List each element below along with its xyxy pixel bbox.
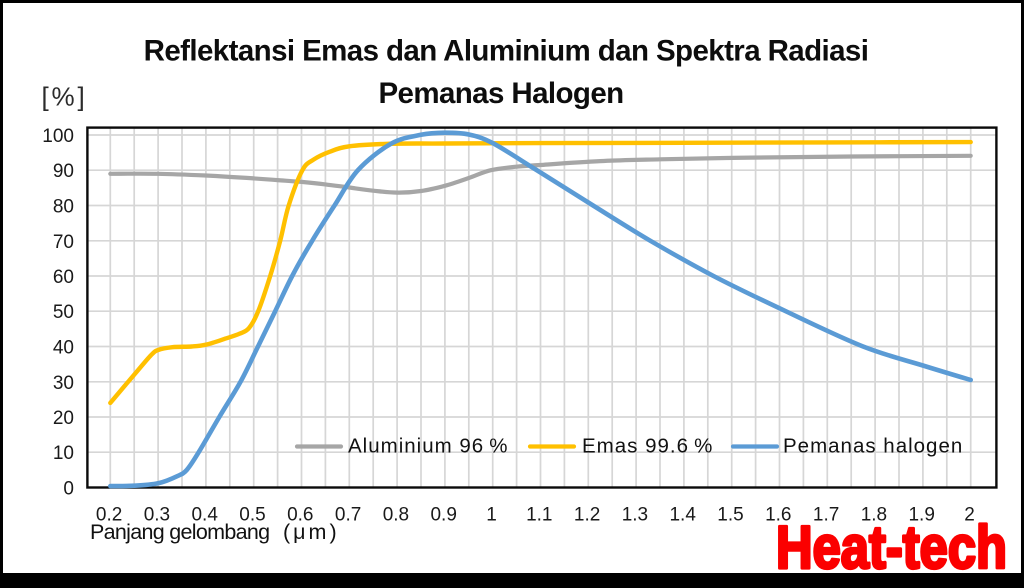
svg-text:1: 1 — [486, 505, 497, 526]
svg-text:Emas 99.6 %: Emas 99.6 % — [582, 435, 713, 458]
svg-text:0: 0 — [63, 479, 74, 500]
svg-text:60: 60 — [53, 267, 74, 288]
svg-text:100: 100 — [42, 126, 74, 147]
svg-text:0.7: 0.7 — [335, 505, 361, 526]
svg-text:1.1: 1.1 — [526, 505, 552, 526]
svg-text:80: 80 — [53, 197, 74, 218]
svg-text:0.4: 0.4 — [191, 505, 218, 526]
svg-text:0.3: 0.3 — [144, 505, 170, 526]
svg-text:90: 90 — [53, 161, 74, 182]
svg-text:1.5: 1.5 — [717, 505, 743, 526]
svg-text:0.5: 0.5 — [239, 505, 265, 526]
svg-text:10: 10 — [53, 443, 74, 464]
svg-text:50: 50 — [53, 302, 74, 323]
svg-text:0.9: 0.9 — [430, 505, 456, 526]
svg-text:Panjang gelombang: Panjang gelombang — [90, 520, 269, 544]
svg-text:1.9: 1.9 — [908, 505, 934, 526]
svg-text:1.3: 1.3 — [622, 505, 648, 526]
svg-text:(μm): (μm) — [283, 520, 340, 544]
svg-text:1.4: 1.4 — [669, 505, 696, 526]
svg-text:1.7: 1.7 — [813, 505, 839, 526]
svg-text:1.8: 1.8 — [861, 505, 887, 526]
svg-text:[%]: [%] — [42, 82, 88, 112]
svg-text:20: 20 — [53, 408, 74, 429]
svg-text:0.8: 0.8 — [383, 505, 409, 526]
svg-text:0.2: 0.2 — [96, 505, 122, 526]
svg-text:0.6: 0.6 — [287, 505, 313, 526]
svg-text:2: 2 — [964, 505, 975, 526]
svg-text:Heat-tech: Heat-tech — [776, 514, 1007, 581]
svg-text:30: 30 — [53, 373, 74, 394]
svg-text:1.6: 1.6 — [765, 505, 791, 526]
svg-text:70: 70 — [53, 232, 74, 253]
svg-text:1.2: 1.2 — [574, 505, 600, 526]
svg-text:Aluminium 96 %: Aluminium 96 % — [348, 435, 509, 458]
svg-text:40: 40 — [53, 338, 74, 359]
svg-text:Pemanas Halogen: Pemanas Halogen — [378, 77, 623, 110]
svg-text:Reflektansi Emas dan Aluminium: Reflektansi Emas dan Aluminium dan Spekt… — [144, 35, 869, 68]
svg-text:Pemanas halogen: Pemanas halogen — [783, 435, 963, 458]
